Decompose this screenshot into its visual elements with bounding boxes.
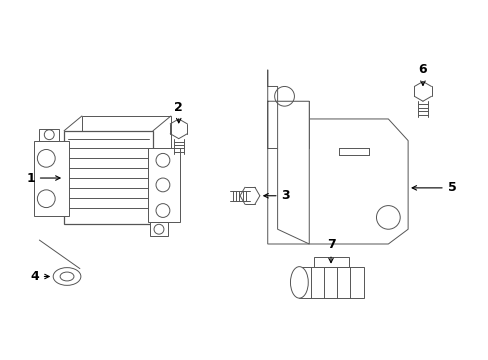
Polygon shape [150,222,167,236]
Ellipse shape [290,267,307,298]
Text: 1: 1 [26,171,60,185]
Ellipse shape [53,267,81,285]
Text: 3: 3 [264,189,289,202]
Polygon shape [39,129,59,141]
Text: 5: 5 [411,181,455,194]
Polygon shape [267,70,407,244]
Polygon shape [314,257,348,267]
Polygon shape [299,267,363,298]
Text: 2: 2 [174,101,183,123]
Ellipse shape [60,272,74,281]
Polygon shape [148,148,180,222]
Text: 4: 4 [30,270,49,283]
Polygon shape [64,131,153,224]
Text: 7: 7 [326,238,335,262]
Polygon shape [34,141,69,216]
Polygon shape [277,101,308,244]
Text: 6: 6 [418,63,427,85]
